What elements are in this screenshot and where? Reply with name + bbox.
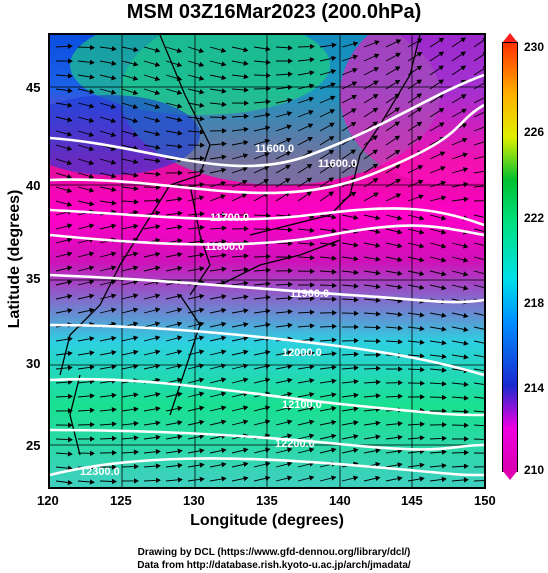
- x-tick-140: 140: [329, 493, 351, 508]
- contour-label-8: 12200.0: [275, 438, 315, 450]
- x-tick-135: 135: [256, 493, 278, 508]
- x-tick-125: 125: [110, 493, 132, 508]
- y-tick-25: 25: [26, 438, 41, 453]
- colorbar-label-226: 226: [524, 125, 545, 139]
- wind-map: 11600.0 11600.0 11700.0 11800.0 11900.0 …: [48, 33, 486, 489]
- colorbar-label-218: 218: [524, 296, 545, 310]
- contour-label-7: 12100.0: [282, 399, 322, 411]
- map-overlay: 11600.0 11600.0 11700.0 11800.0 11900.0 …: [50, 35, 484, 487]
- y-axis-title: Latitude (degrees): [6, 189, 23, 329]
- colorbar-label-230: 230: [524, 40, 545, 54]
- x-tick-150: 150: [474, 493, 496, 508]
- map-title: MSM 03Z16Mar2023 (200.0hPa): [126, 1, 422, 23]
- contour-label-2: 11600.0: [318, 158, 357, 170]
- x-tick-130: 130: [183, 493, 205, 508]
- y-tick-30: 30: [26, 356, 41, 371]
- colorbar-label-222: 222: [524, 211, 545, 225]
- x-axis-title: Longitude (degrees): [190, 512, 344, 529]
- contour-label-3: 11700.0: [210, 212, 249, 224]
- contour-label-1: 11600.0: [255, 143, 294, 155]
- contour-label-5: 11900.0: [290, 288, 329, 300]
- x-tick-145: 145: [401, 493, 423, 508]
- y-tick-40: 40: [26, 178, 41, 193]
- contour-label-6: 12000.0: [282, 347, 322, 359]
- footer-credit-data: Data from http://database.rish.kyoto-u.a…: [137, 560, 411, 571]
- x-tick-120: 120: [37, 493, 59, 508]
- y-tick-35: 35: [26, 271, 41, 286]
- footer-credit-dcl: Drawing by DCL (https://www.gfd-dennou.o…: [137, 547, 411, 558]
- colorbar-label-210: 210: [524, 463, 545, 477]
- contour-label-9: 12300.0: [80, 466, 120, 478]
- colorbar-label-214: 214: [524, 381, 545, 395]
- colorbar: [502, 42, 518, 472]
- colorbar-min-arrow: [502, 470, 518, 480]
- contour-label-4: 11800.0: [205, 241, 244, 253]
- colorbar-max-arrow: [502, 33, 518, 43]
- y-tick-45: 45: [26, 80, 41, 95]
